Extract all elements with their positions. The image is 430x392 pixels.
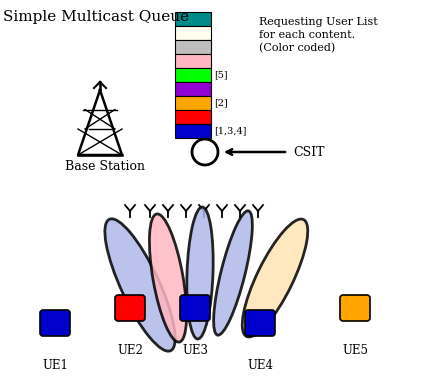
- Bar: [175, 12, 211, 26]
- Text: [5]: [5]: [214, 71, 227, 80]
- Text: UE2: UE2: [117, 344, 143, 357]
- Text: CSIT: CSIT: [293, 145, 325, 158]
- Circle shape: [346, 299, 364, 317]
- Bar: [175, 68, 211, 82]
- FancyBboxPatch shape: [115, 295, 145, 321]
- Circle shape: [121, 299, 139, 317]
- Text: UE3: UE3: [182, 344, 208, 357]
- Bar: [175, 124, 211, 138]
- Bar: [175, 96, 211, 110]
- Ellipse shape: [214, 211, 252, 335]
- Ellipse shape: [105, 219, 175, 351]
- Text: UE5: UE5: [342, 344, 368, 357]
- FancyBboxPatch shape: [180, 295, 210, 321]
- Ellipse shape: [187, 207, 213, 339]
- Bar: [175, 40, 211, 54]
- Text: UE1: UE1: [42, 359, 68, 372]
- Bar: [175, 26, 211, 40]
- Ellipse shape: [242, 219, 308, 337]
- Circle shape: [251, 314, 269, 332]
- Circle shape: [186, 299, 204, 317]
- FancyBboxPatch shape: [40, 310, 70, 336]
- FancyBboxPatch shape: [340, 295, 370, 321]
- Text: UE4: UE4: [247, 359, 273, 372]
- Text: Requesting User List: Requesting User List: [259, 17, 378, 27]
- Text: Base Station: Base Station: [65, 160, 145, 173]
- Text: Simple Multicast Queue: Simple Multicast Queue: [3, 10, 189, 24]
- Ellipse shape: [149, 214, 187, 342]
- Bar: [175, 82, 211, 96]
- Text: for each content.: for each content.: [259, 30, 355, 40]
- Circle shape: [192, 139, 218, 165]
- Bar: [175, 110, 211, 124]
- Text: [1,3,4]: [1,3,4]: [214, 127, 246, 136]
- Text: [2]: [2]: [214, 98, 228, 107]
- Circle shape: [46, 314, 64, 332]
- FancyBboxPatch shape: [245, 310, 275, 336]
- Text: (Color coded): (Color coded): [259, 43, 335, 53]
- Bar: [175, 54, 211, 68]
